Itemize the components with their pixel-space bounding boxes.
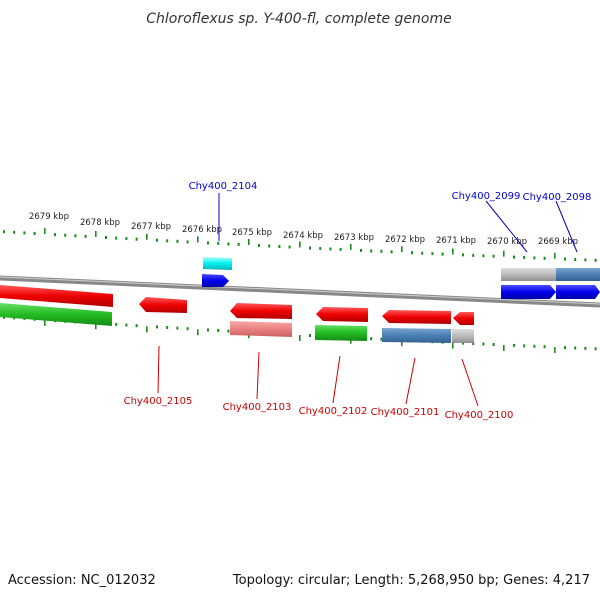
- gene-chy400-2106[interactable]: [0, 285, 113, 307]
- gene-chy400-2104-upper[interactable]: [203, 257, 232, 270]
- gene-label-chy400-2098[interactable]: Chy400_2098: [523, 192, 592, 203]
- gene-chy400-2101[interactable]: [382, 310, 451, 324]
- outer-scale-ticks: [3, 228, 597, 262]
- gene-chy400-2098-upper[interactable]: [556, 268, 600, 281]
- gene-chy400-2104[interactable]: [202, 274, 229, 287]
- gene-chy400-2099-upper[interactable]: [501, 268, 556, 281]
- kbp-label: 2671 kbp: [436, 236, 476, 246]
- kbp-scale-labels: 2679 kbp 2678 kbp 2677 kbp 2676 kbp 2675…: [29, 212, 578, 247]
- genome-summary-text: Topology: circular; Length: 5,268,950 bp…: [232, 573, 590, 588]
- gene-chy400-2098[interactable]: [556, 285, 600, 299]
- genome-backbone: [0, 275, 600, 308]
- kbp-label: 2675 kbp: [232, 228, 272, 238]
- reverse-strand-genes: [0, 285, 474, 343]
- gene-label-chy400-2100[interactable]: Chy400_2100: [445, 410, 514, 421]
- gene-label-chy400-2099[interactable]: Chy400_2099: [452, 191, 521, 202]
- label-leader-lines: [157, 193, 578, 407]
- map-title: Chloroflexus sp. Y-400-fl, complete geno…: [146, 11, 452, 27]
- gene-chy400-2102-lower[interactable]: [315, 325, 367, 341]
- gene-labels: Chy400_2104 Chy400_2099 Chy400_2098 Chy4…: [124, 181, 592, 421]
- gene-chy400-2103-lower[interactable]: [230, 321, 292, 337]
- kbp-label: 2673 kbp: [334, 233, 374, 243]
- gene-label-chy400-2101[interactable]: Chy400_2101: [371, 407, 440, 418]
- gene-chy400-2100-lower[interactable]: [452, 329, 474, 343]
- gene-label-chy400-2102[interactable]: Chy400_2102: [299, 406, 368, 417]
- gene-chy400-2105[interactable]: [139, 297, 187, 313]
- kbp-label: 2669 kbp: [538, 237, 578, 247]
- kbp-label: 2677 kbp: [131, 222, 171, 232]
- gene-chy400-2100[interactable]: [453, 312, 474, 325]
- gene-chy400-2099[interactable]: [501, 285, 556, 299]
- gene-chy400-2102[interactable]: [316, 307, 368, 322]
- kbp-label: 2678 kbp: [80, 218, 120, 228]
- gene-label-chy400-2105[interactable]: Chy400_2105: [124, 396, 193, 407]
- gene-chy400-2106-lower[interactable]: [0, 303, 112, 326]
- gene-label-chy400-2103[interactable]: Chy400_2103: [223, 402, 292, 413]
- gene-chy400-2101-lower[interactable]: [382, 328, 451, 343]
- gene-chy400-2103[interactable]: [230, 303, 292, 319]
- accession-text: Accession: NC_012032: [8, 573, 156, 588]
- kbp-label: 2670 kbp: [487, 237, 527, 247]
- kbp-label: 2679 kbp: [29, 212, 69, 222]
- forward-strand-genes: [202, 257, 600, 299]
- gene-label-chy400-2104[interactable]: Chy400_2104: [189, 181, 258, 192]
- kbp-label: 2672 kbp: [385, 235, 425, 245]
- kbp-label: 2674 kbp: [283, 231, 323, 241]
- kbp-label: 2676 kbp: [182, 225, 222, 235]
- genome-backbone-highlight: [0, 276, 600, 305]
